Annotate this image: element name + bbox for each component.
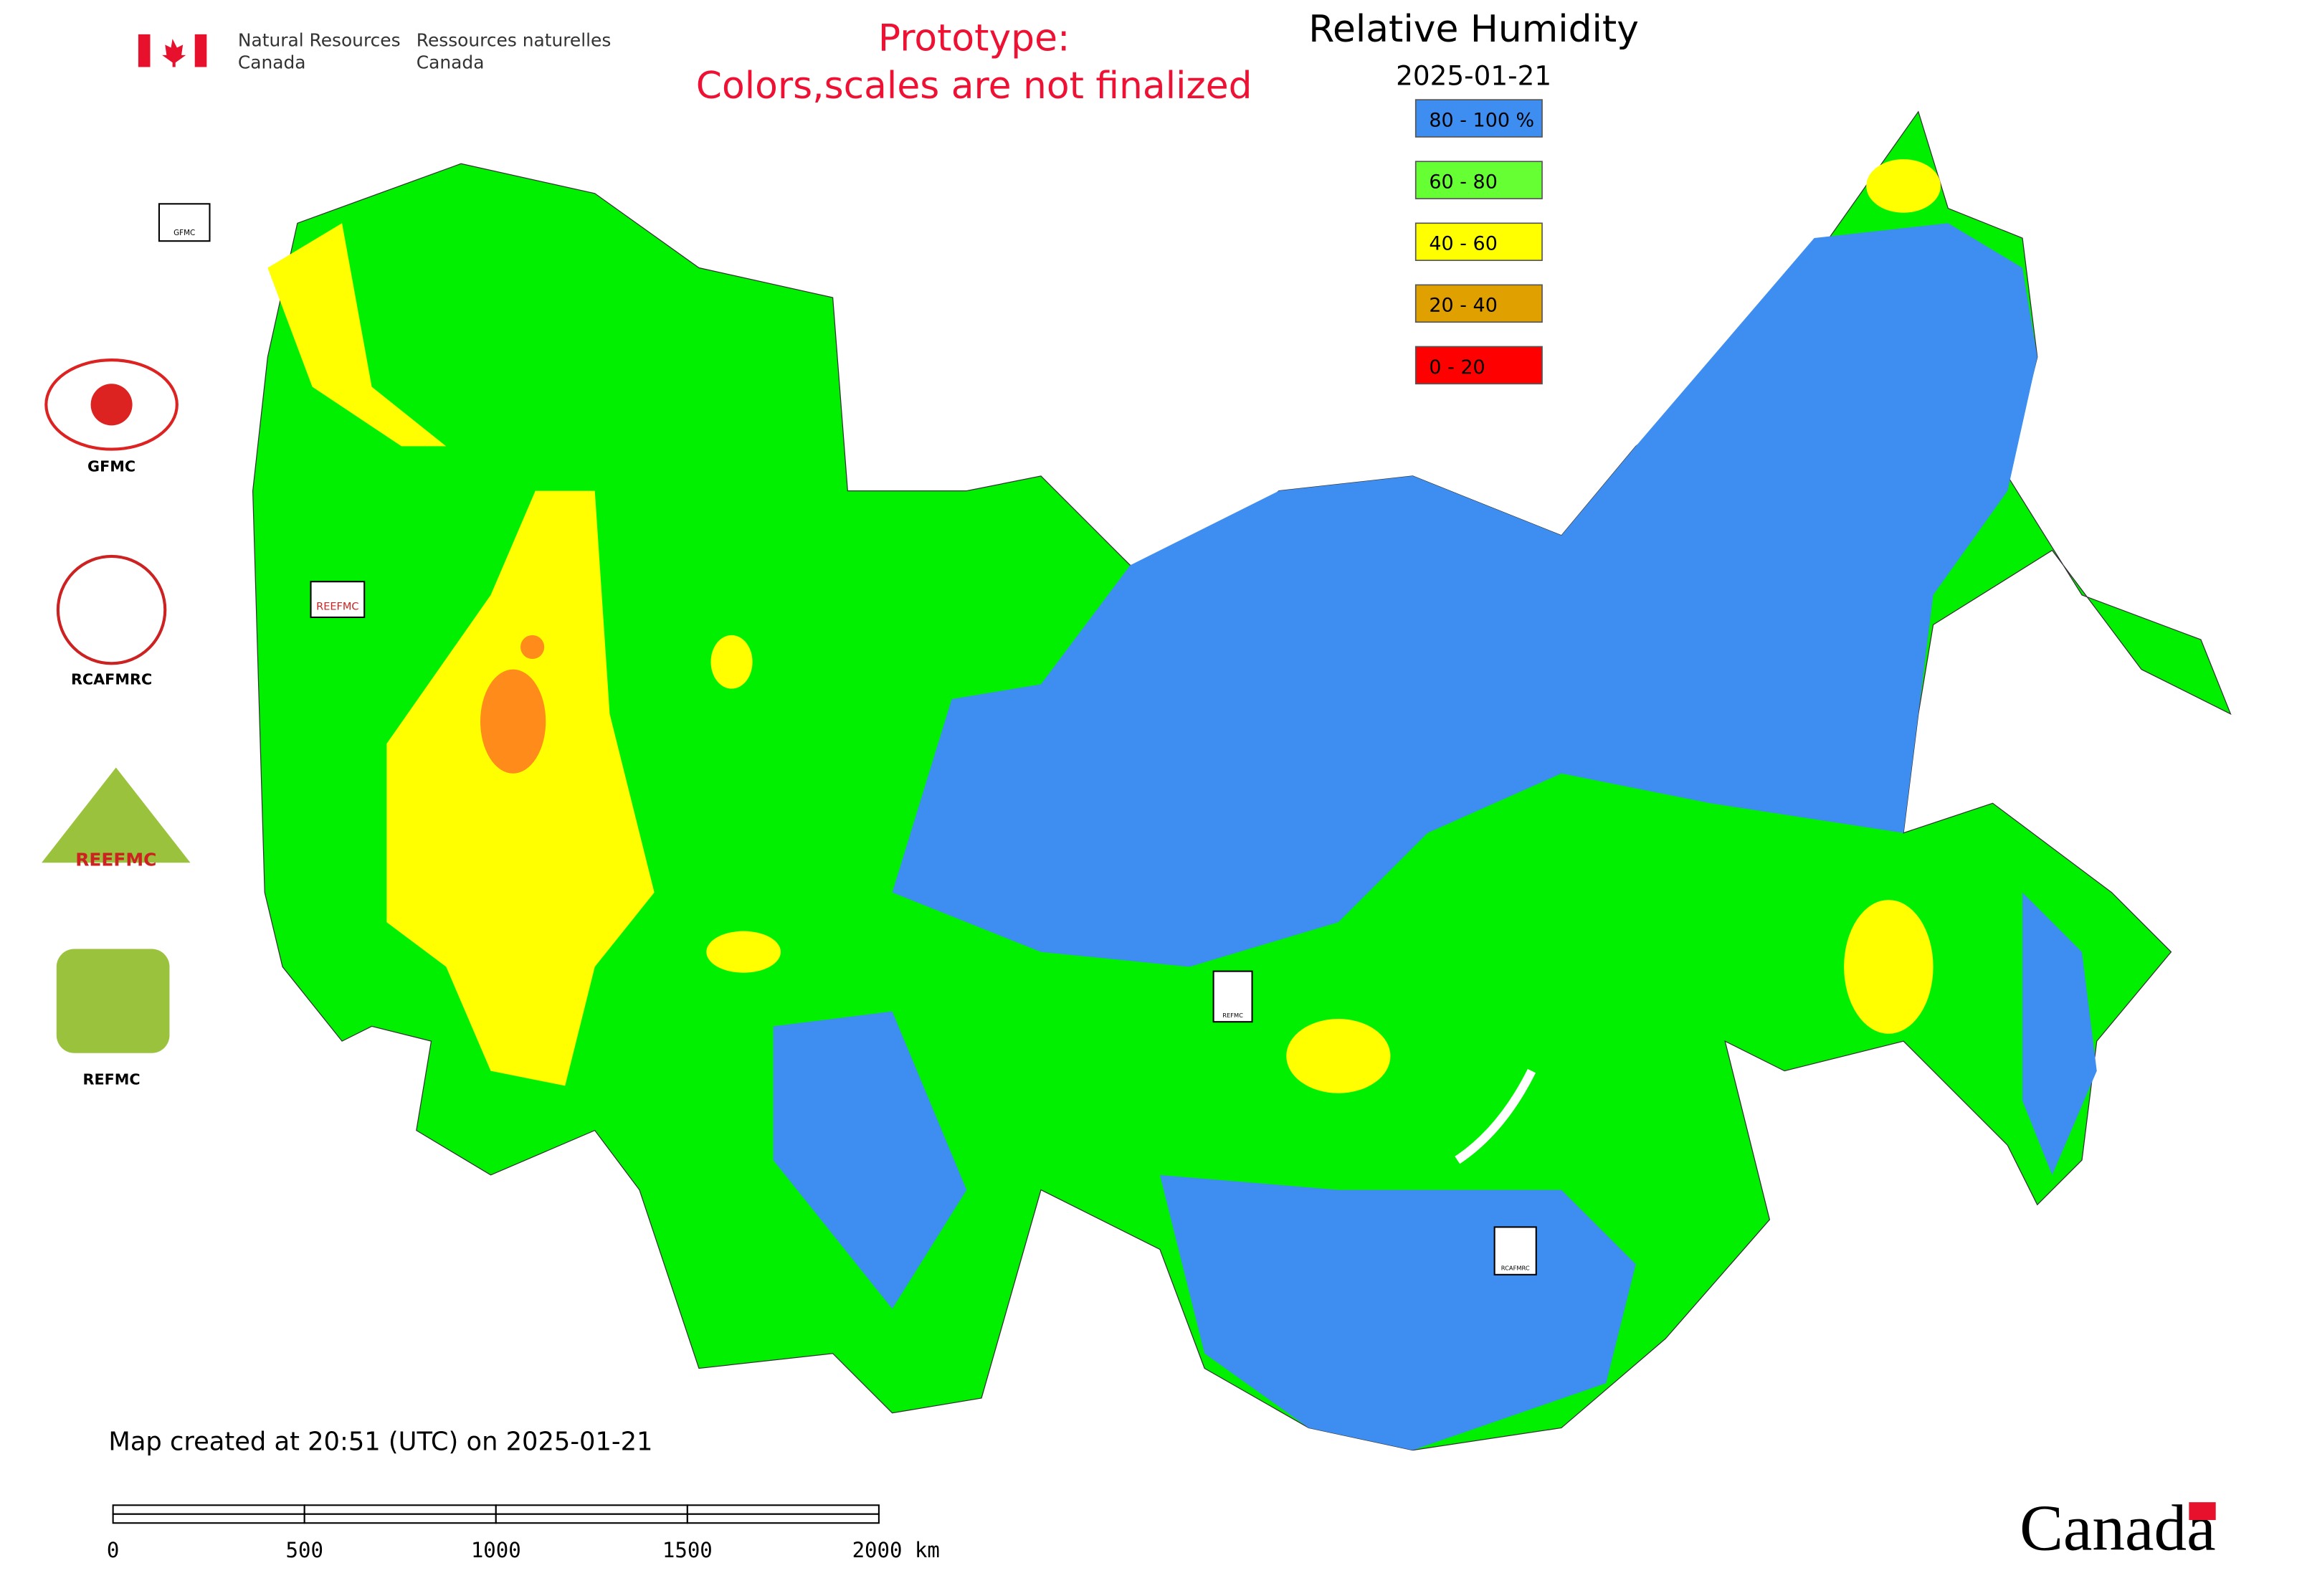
- marker: [158, 203, 211, 242]
- scale-segment: [495, 1513, 688, 1524]
- logo-label: GFMC: [87, 458, 135, 475]
- agency-fr: Canada: [417, 52, 485, 73]
- region-blue: [2022, 892, 2097, 1175]
- region-yellow: [1866, 159, 1941, 213]
- region-yellow: [386, 490, 655, 1086]
- logo-label: REFMC: [82, 1070, 140, 1088]
- region-yellow: [1286, 1019, 1391, 1093]
- marker: [1212, 970, 1253, 1023]
- scale-bar: 0 500 1000 1500 2000 km: [107, 1504, 940, 1562]
- logos: GFMC RCAFMRC REEFMC REFMC: [42, 358, 191, 1088]
- region-orange: [480, 669, 546, 774]
- logo-gfmc: [44, 358, 179, 451]
- marker-label: GFMC: [173, 229, 195, 237]
- logo-reefmc: [42, 767, 191, 863]
- marker: [1493, 1226, 1537, 1276]
- scale-segment: [112, 1513, 305, 1524]
- region-yellow: [710, 635, 753, 689]
- logo-gfmc: [90, 384, 133, 426]
- region-yellow: [706, 931, 781, 973]
- scale-segment: [686, 1504, 880, 1515]
- legend-swatch: [1414, 284, 1543, 323]
- flag-bar: [138, 34, 151, 67]
- scale-label: 0: [107, 1538, 119, 1562]
- scale-segment: [303, 1513, 497, 1524]
- agency-en: Natural Resources: [238, 29, 401, 50]
- legend-swatch: [1414, 222, 1543, 261]
- legend: 80 - 100 % 60 - 80 40 - 60 20 - 40 0 - 20: [1414, 99, 1543, 385]
- scale-segment: [495, 1504, 688, 1515]
- logo-label: RCAFMRC: [71, 670, 152, 688]
- region-orange: [520, 635, 545, 660]
- scale-segment: [112, 1504, 305, 1515]
- marker: [310, 581, 366, 619]
- region-blue: [892, 223, 2037, 967]
- maple-leaf: [162, 39, 186, 67]
- agency-header: Natural Resources Canada Ressources natu…: [138, 29, 612, 73]
- lake-baikal: [1455, 1068, 1536, 1164]
- scale-label: 500: [285, 1538, 323, 1562]
- marker-label: REEFMC: [316, 602, 358, 613]
- legend-label: 40 - 60: [1429, 233, 1497, 255]
- legend-label: 0 - 20: [1429, 356, 1485, 379]
- region-yellow: [267, 223, 447, 447]
- created-note: Map created at 20:51 (UTC) on 2025-01-21: [108, 1428, 652, 1457]
- region-blue: [773, 1011, 967, 1309]
- legend-swatch: [1414, 161, 1543, 199]
- agency-en: Canada: [238, 52, 306, 73]
- wordmark-flag: [2189, 1502, 2216, 1521]
- flag-bar: [194, 34, 207, 67]
- marker-label: RCAFMRC: [1501, 1265, 1530, 1272]
- map-markers: GFMC REEFMC REFMC RCAFMRC: [158, 203, 1537, 1276]
- legend-date: 2025-01-21: [1396, 60, 1551, 91]
- legend-swatch: [1414, 346, 1543, 385]
- legend-label: 60 - 80: [1429, 171, 1497, 194]
- logo-rcafmrc: [56, 554, 167, 665]
- scale-label: 1500: [662, 1538, 713, 1562]
- legend-title: Relative Humidity: [1308, 8, 1639, 51]
- legend-swatch: [1414, 99, 1543, 138]
- agency-fr: Ressources naturelles: [417, 29, 612, 50]
- scale-segment: [303, 1504, 497, 1515]
- notice: Colors,scales are not finalized: [696, 65, 1252, 108]
- region-yellow: [1844, 900, 1934, 1034]
- canada-wordmark: Canada: [2020, 1492, 2216, 1564]
- legend-label: 80 - 100 %: [1429, 109, 1534, 131]
- logo-refmc: [56, 949, 170, 1053]
- notice: Prototype:: [878, 17, 1070, 60]
- logo-label: REEFMC: [75, 849, 156, 870]
- scale-segment: [686, 1513, 880, 1524]
- scale-label: 2000 km: [852, 1538, 940, 1562]
- scale-label: 1000: [471, 1538, 521, 1562]
- legend-label: 20 - 40: [1429, 295, 1497, 317]
- marker-label: REFMC: [1222, 1012, 1243, 1019]
